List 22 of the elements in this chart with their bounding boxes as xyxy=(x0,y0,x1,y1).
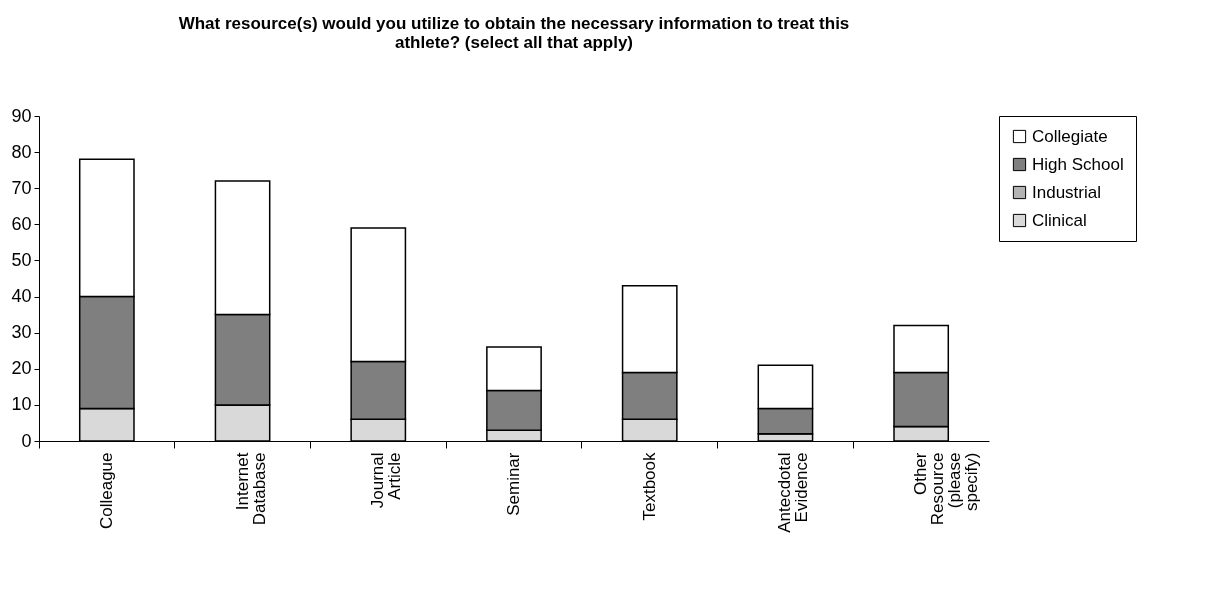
x-tick-label: Colleague xyxy=(96,452,116,530)
y-tick-label: 90 xyxy=(11,105,32,126)
y-tick-label: 70 xyxy=(11,177,32,198)
y-tick-label: 0 xyxy=(21,430,32,451)
x-tick-label: Other Resource (please specify) xyxy=(911,452,982,526)
x-tick-label: Antecdotal Evidence xyxy=(775,452,812,533)
y-tick-label: 60 xyxy=(11,213,32,234)
y-tick-label: 50 xyxy=(11,249,32,270)
legend-label: Industrial xyxy=(1032,182,1101,202)
y-tick-label: 40 xyxy=(11,286,32,307)
y-tick-label: 30 xyxy=(11,322,32,343)
legend-label: Collegiate xyxy=(1032,126,1108,146)
y-tick-label: 10 xyxy=(11,394,32,415)
chart-title: What resource(s) would you utilize to obtain the necessary information to treat this athlete? (select all that apply) xyxy=(178,14,850,52)
legend-label: Clinical xyxy=(1032,210,1087,230)
x-tick-label: Journal Article xyxy=(368,452,405,509)
legend-label: High School xyxy=(1032,154,1124,174)
x-tick-label: Seminar xyxy=(504,452,523,516)
y-tick-label: 20 xyxy=(11,358,32,379)
y-tick-label: 80 xyxy=(11,141,32,162)
x-tick-label: Textbook xyxy=(639,452,659,521)
x-tick-label: Internet Database xyxy=(232,452,269,526)
